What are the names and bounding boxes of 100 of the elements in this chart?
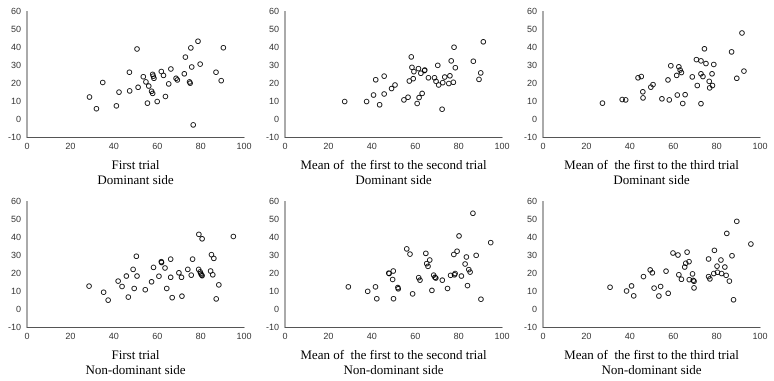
point bbox=[168, 274, 174, 280]
point bbox=[158, 68, 164, 74]
point bbox=[100, 80, 106, 86]
point bbox=[94, 106, 100, 112]
x-tick-label: 100 bbox=[752, 331, 768, 342]
y-tick-label: 40 bbox=[526, 42, 538, 52]
y-tick-label: 60 bbox=[268, 6, 280, 16]
point bbox=[166, 81, 172, 87]
point bbox=[663, 268, 669, 274]
point bbox=[630, 293, 636, 299]
x-tick-label: 80 bbox=[454, 331, 464, 342]
x-tick-label: 20 bbox=[581, 141, 592, 152]
x-tick-label: 80 bbox=[712, 141, 722, 152]
point bbox=[656, 293, 662, 299]
point bbox=[425, 264, 431, 270]
point bbox=[199, 236, 205, 242]
y-tick-label: 10 bbox=[526, 96, 538, 106]
point bbox=[148, 279, 154, 285]
y-tick-label: 50 bbox=[10, 214, 22, 224]
x-tick-label: 80 bbox=[454, 141, 464, 152]
point bbox=[450, 80, 456, 86]
x-tick-label: 40 bbox=[624, 141, 635, 152]
x-tick-label: 40 bbox=[108, 141, 119, 152]
point bbox=[390, 268, 396, 274]
point bbox=[473, 252, 479, 258]
x-tick-label: 40 bbox=[366, 331, 377, 342]
point bbox=[648, 84, 654, 90]
point bbox=[432, 75, 438, 81]
y-tick-label: 50 bbox=[268, 214, 280, 224]
x-tick-label: 100 bbox=[236, 331, 252, 342]
point bbox=[409, 64, 415, 70]
point bbox=[728, 49, 734, 55]
point bbox=[160, 72, 166, 78]
point bbox=[440, 80, 446, 86]
point bbox=[694, 56, 700, 62]
point bbox=[628, 283, 634, 289]
point bbox=[706, 256, 712, 262]
point bbox=[730, 297, 736, 303]
point bbox=[208, 252, 214, 258]
x-tick-label: 100 bbox=[752, 141, 768, 152]
point bbox=[424, 260, 430, 266]
point bbox=[190, 256, 196, 262]
x-tick-label: 40 bbox=[108, 331, 119, 342]
point bbox=[419, 90, 425, 96]
point bbox=[703, 60, 709, 66]
point bbox=[718, 270, 724, 276]
point bbox=[370, 92, 376, 98]
point bbox=[390, 296, 396, 302]
point bbox=[674, 92, 680, 98]
y-tick-label: 0 bbox=[274, 304, 280, 314]
x-tick-label: 100 bbox=[494, 331, 510, 342]
point bbox=[635, 75, 641, 81]
y-tick-label: 20 bbox=[268, 268, 280, 278]
point bbox=[433, 78, 439, 84]
x-tick-label: 60 bbox=[152, 331, 162, 342]
point bbox=[150, 264, 156, 270]
point bbox=[134, 273, 140, 279]
point bbox=[364, 98, 370, 104]
x-tick-label: 0 bbox=[540, 141, 546, 152]
y-tick-label: 40 bbox=[10, 42, 22, 52]
y-tick-label: 10 bbox=[10, 286, 22, 296]
point bbox=[447, 73, 453, 79]
x-tick-label: 60 bbox=[152, 141, 162, 152]
point bbox=[151, 76, 157, 82]
point bbox=[454, 248, 460, 254]
x-tick-label: 40 bbox=[366, 141, 377, 152]
point bbox=[607, 284, 613, 290]
point bbox=[119, 284, 125, 290]
point bbox=[390, 276, 396, 282]
y-tick-label: 20 bbox=[526, 268, 538, 278]
point bbox=[197, 61, 203, 67]
x-tick-label: 80 bbox=[196, 331, 206, 342]
point bbox=[426, 257, 432, 263]
point bbox=[210, 272, 216, 278]
point bbox=[452, 64, 458, 70]
x-tick-label: 100 bbox=[236, 141, 252, 152]
point bbox=[650, 270, 656, 276]
point bbox=[372, 76, 378, 82]
point bbox=[407, 251, 413, 257]
point bbox=[741, 68, 747, 74]
point bbox=[429, 288, 435, 294]
point bbox=[700, 74, 706, 80]
y-tick-label: 40 bbox=[526, 232, 538, 242]
y-tick-label: 50 bbox=[526, 214, 538, 224]
x-tick-label: 0 bbox=[282, 141, 288, 152]
point bbox=[416, 274, 422, 280]
point bbox=[374, 296, 380, 302]
point bbox=[220, 44, 226, 50]
point bbox=[462, 261, 468, 267]
point bbox=[640, 274, 646, 280]
point bbox=[714, 263, 720, 269]
point bbox=[208, 268, 214, 274]
y-tick-label: 30 bbox=[526, 250, 538, 260]
point bbox=[640, 89, 646, 95]
x-tick-label: 80 bbox=[712, 331, 722, 342]
point bbox=[376, 102, 382, 108]
point bbox=[416, 66, 422, 72]
point bbox=[126, 88, 132, 94]
point bbox=[178, 274, 184, 280]
point bbox=[706, 274, 712, 280]
